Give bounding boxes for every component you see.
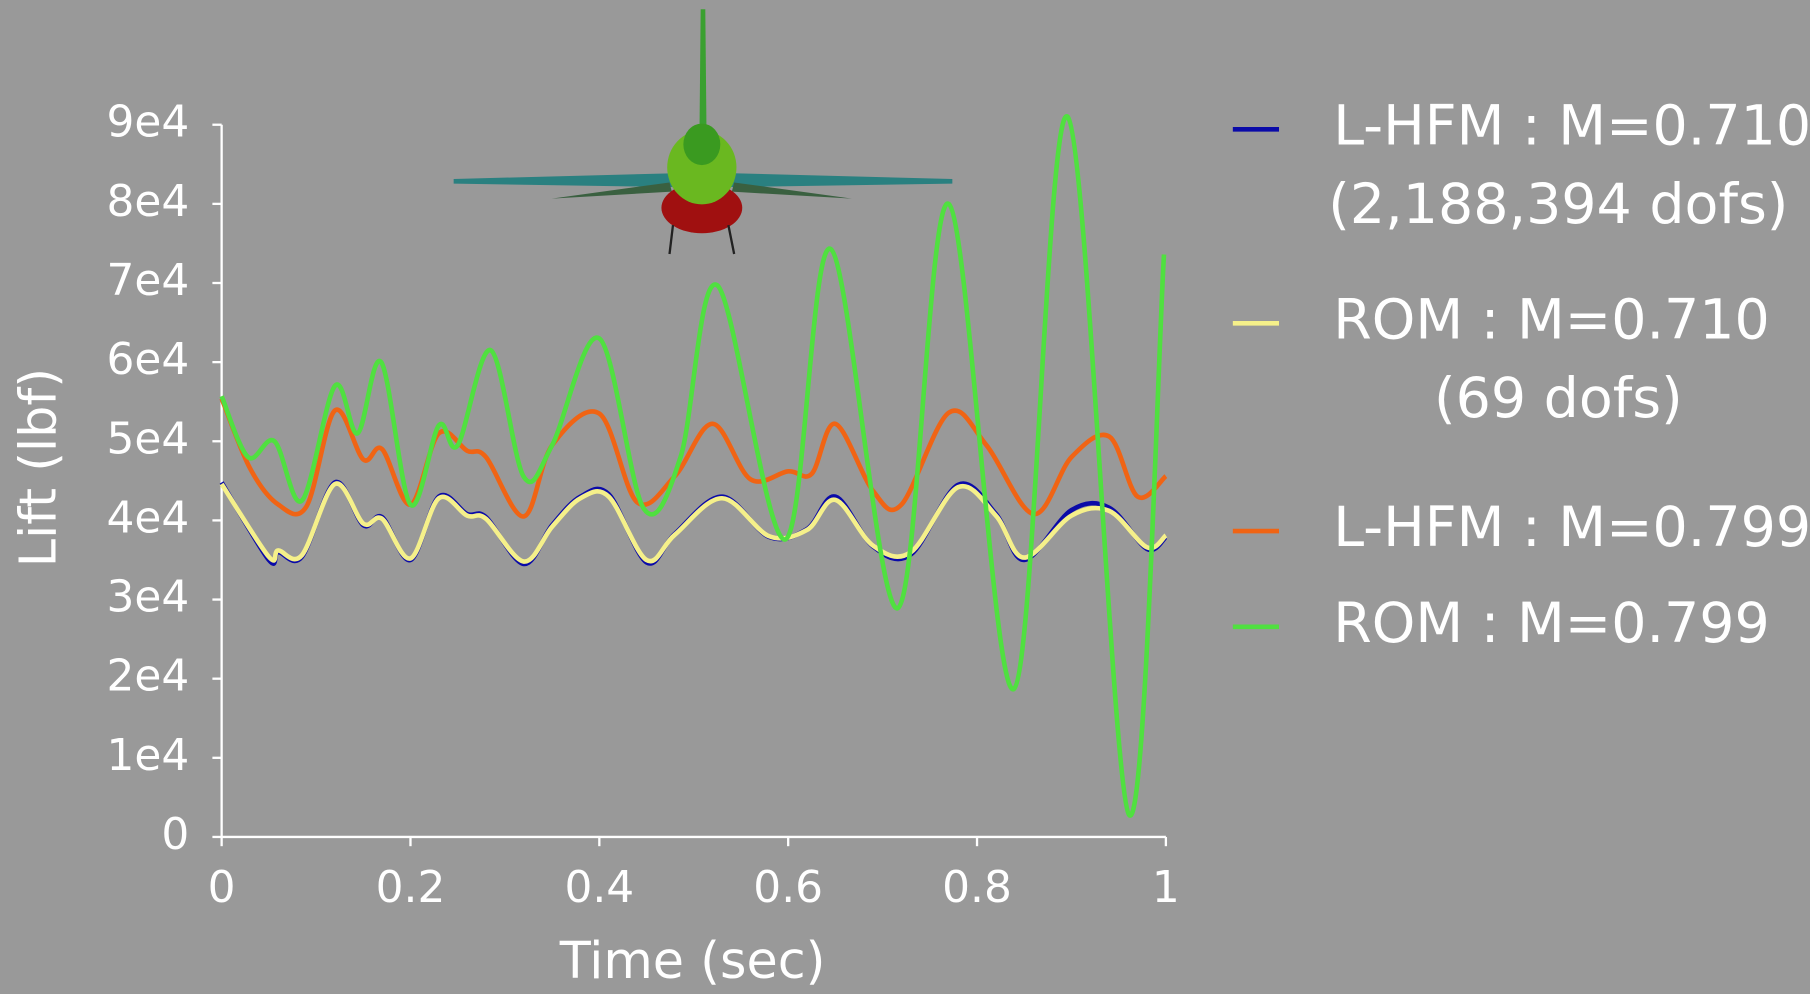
y-tick-label: 4e4 bbox=[107, 492, 190, 543]
x-tick-label: 0.2 bbox=[376, 862, 446, 913]
y-tick-label: 3e4 bbox=[107, 572, 190, 623]
x-tick-label: 0.4 bbox=[564, 862, 634, 913]
y-tick-label: 5e4 bbox=[107, 413, 190, 464]
legend-note: (69 dofs) bbox=[1434, 367, 1683, 431]
legend-label: L-HFM : M=0.799 bbox=[1333, 496, 1810, 560]
airplane bbox=[454, 9, 953, 254]
y-tick-label: 1e4 bbox=[107, 730, 190, 781]
x-tick-label: 1 bbox=[1152, 862, 1180, 913]
y-tick-label: 9e4 bbox=[107, 97, 190, 148]
legend-label: ROM : M=0.799 bbox=[1333, 592, 1770, 656]
legend-label: ROM : M=0.710 bbox=[1333, 288, 1770, 352]
x-axis-label: Time (sec) bbox=[559, 931, 826, 990]
page: {"chart_data": {"type": "line", "xlabel"… bbox=[0, 0, 1810, 994]
gear bbox=[670, 225, 673, 254]
y-tick-label: 2e4 bbox=[107, 651, 190, 702]
gear bbox=[728, 225, 734, 254]
legend-note: (2,188,394 dofs) bbox=[1328, 173, 1788, 237]
chart: 0 1e4 2e4 3e4 4e4 5e4 6e4 7e4 8e4 9e4 0 0.2 0.4 0.6 0.… bbox=[0, 0, 1810, 994]
y-tick-label: 7e4 bbox=[107, 255, 190, 306]
x-tick-label: 0.8 bbox=[942, 862, 1012, 913]
y-tick-label: 6e4 bbox=[107, 334, 190, 385]
line bbox=[222, 484, 1166, 562]
y-tick-label: 0 bbox=[161, 809, 189, 860]
legend-label: L-HFM : M=0.710 bbox=[1333, 94, 1810, 158]
plot-area: 0 1e4 2e4 3e4 4e4 5e4 6e4 7e4 8e4 9e4 0 0.2 0.4 0.6 0.… bbox=[107, 97, 1180, 913]
y-axis-label: Lift (lbf) bbox=[9, 368, 68, 567]
x-tick-label: 0.6 bbox=[753, 862, 823, 913]
y-tick-label: 8e4 bbox=[107, 176, 190, 227]
x-tick-label: 0 bbox=[208, 862, 236, 913]
